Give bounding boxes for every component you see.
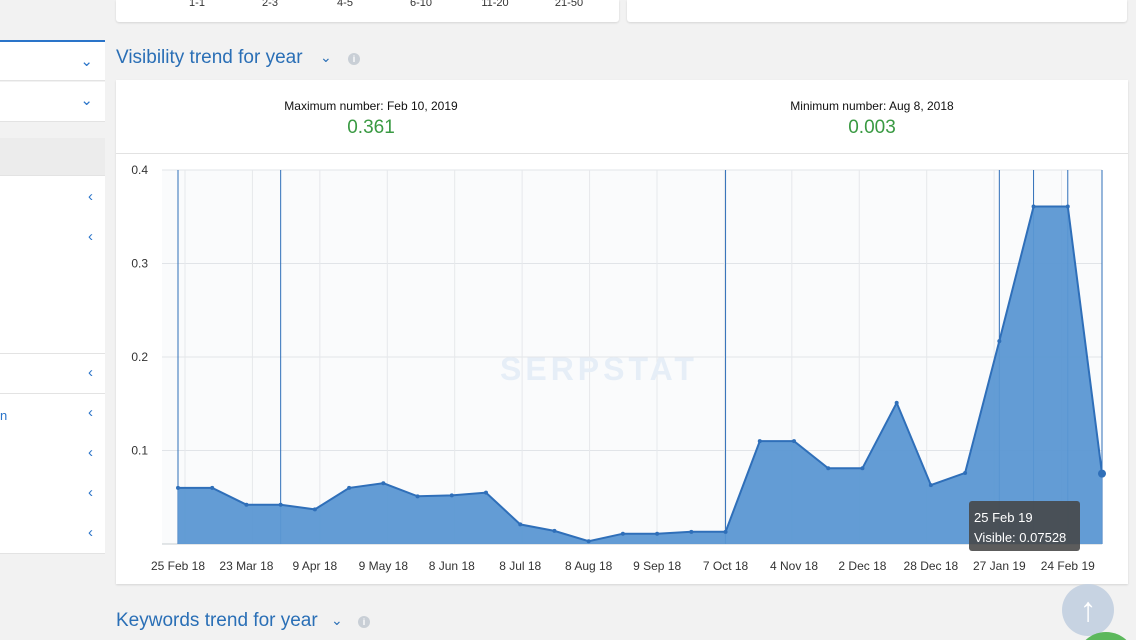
data-point: [963, 470, 968, 475]
watermark: SERPSTAT: [500, 351, 698, 387]
data-point: [312, 507, 317, 512]
sidebar-item-label[interactable]: n: [0, 408, 8, 423]
data-point: [792, 439, 796, 444]
data-point: [860, 466, 865, 471]
sidebar: ⌄ ⌄ ‹ ‹ ‹ n ‹ ‹ ‹ ‹: [0, 0, 105, 640]
tick-label: 11-20: [481, 0, 509, 9]
x-tick-label: 24 Feb 19: [1041, 559, 1095, 573]
data-point: [381, 481, 386, 486]
keywords-section-title[interactable]: Keywords trend for year: [116, 610, 318, 631]
tick-label: 4-5: [337, 0, 353, 9]
data-point: [928, 483, 933, 488]
chevron-left-icon[interactable]: ‹: [88, 444, 93, 461]
chevron-down-icon[interactable]: ⌄: [331, 612, 343, 628]
chevron-left-icon[interactable]: ‹: [88, 188, 93, 205]
series-line: [178, 205, 1103, 543]
x-tick-label: 9 Apr 18: [293, 559, 338, 573]
data-point: [278, 502, 283, 507]
tick-label: 1-1: [189, 0, 205, 9]
chevron-left-icon[interactable]: ‹: [88, 228, 93, 245]
card-divider: [116, 153, 1128, 154]
visibility-section-title[interactable]: Visibility trend for year: [116, 47, 303, 68]
chevron-left-icon[interactable]: ‹: [88, 524, 93, 541]
data-point: [757, 439, 762, 444]
distribution-axis: 1-1 2-3 4-5 6-10 11-20 21-50: [117, 0, 619, 12]
data-point: [415, 494, 420, 499]
info-icon[interactable]: i: [358, 616, 370, 628]
data-point: [997, 339, 1002, 344]
sidebar-item[interactable]: ⌄: [0, 40, 105, 81]
tooltip-value: Visible: 0.07528: [974, 530, 1067, 545]
y-tick-label: 0.4: [131, 163, 148, 177]
x-tick-label: 28 Dec 18: [904, 559, 959, 573]
x-tick-label: 8 Jun 18: [429, 559, 475, 573]
x-tick-label: 25 Feb 18: [151, 559, 205, 573]
x-tick-label: 4 Nov 18: [770, 559, 818, 573]
min-value: 0.003: [848, 117, 896, 138]
chevron-down-icon: ⌄: [80, 53, 93, 70]
min-stat: Minimum number: Aug 8, 2018 0.003: [722, 99, 1022, 139]
data-point: [210, 485, 215, 490]
y-tick-label: 0.1: [131, 444, 148, 458]
x-tick-label: 9 Sep 18: [633, 559, 681, 573]
data-point: [552, 528, 557, 533]
max-value: 0.361: [347, 117, 395, 138]
min-label: Minimum number: Aug 8, 2018: [790, 99, 954, 113]
tooltip-date: 25 Feb 19: [974, 510, 1033, 525]
x-tick-label: 2 Dec 18: [838, 559, 886, 573]
data-point: [244, 502, 249, 507]
chevron-down-icon: ⌄: [80, 92, 93, 109]
data-point: [723, 529, 728, 534]
data-point: [655, 531, 660, 536]
data-point: [1098, 469, 1106, 478]
chat-button[interactable]: [1076, 632, 1136, 640]
y-tick-label: 0.2: [131, 350, 148, 364]
data-point: [1031, 204, 1036, 209]
data-point: [176, 485, 180, 490]
data-point: [826, 466, 831, 471]
y-axis: 0.4 0.3 0.2 0.1: [131, 163, 148, 458]
max-stat: Maximum number: Feb 10, 2019 0.361: [221, 99, 521, 139]
data-point: [1065, 204, 1070, 209]
distribution-card: [116, 0, 619, 22]
y-tick-label: 0.3: [131, 257, 148, 271]
chevron-left-icon: ‹: [88, 364, 93, 381]
data-point: [689, 529, 694, 534]
x-tick-label: 8 Jul 18: [499, 559, 541, 573]
chart-tooltip: 25 Feb 19 Visible: 0.07528: [969, 501, 1080, 551]
data-point: [620, 531, 625, 536]
visibility-chart[interactable]: SERPSTAT 0.4 0.3 0.2 0.1 25 Feb 18 23 Mar 18…: [116, 154, 1128, 582]
data-point: [449, 493, 454, 498]
x-tick-label: 8 Aug 18: [565, 559, 613, 573]
tick-label: 21-50: [554, 0, 584, 9]
side-card: [627, 0, 1127, 22]
sidebar-item-active[interactable]: [0, 138, 105, 176]
chevron-down-icon[interactable]: ⌄: [320, 49, 332, 65]
sidebar-group: ‹ ‹: [0, 176, 105, 354]
chart-points: [176, 204, 1106, 544]
x-tick-label: 9 May 18: [359, 559, 409, 573]
data-point: [894, 400, 899, 405]
tick-label: 2-3: [262, 0, 278, 9]
chart-area: [178, 205, 1103, 544]
max-label: Maximum number: Feb 10, 2019: [284, 99, 458, 113]
info-icon[interactable]: i: [348, 53, 360, 65]
sidebar-item[interactable]: ⌄: [0, 82, 105, 122]
chevron-left-icon[interactable]: ‹: [88, 484, 93, 501]
x-tick-label: 23 Mar 18: [219, 559, 273, 573]
chevron-left-icon[interactable]: ‹: [88, 404, 93, 421]
data-point: [484, 490, 488, 495]
x-tick-label: 27 Jan 19: [973, 559, 1026, 573]
arrow-up-icon: ↑: [1079, 591, 1097, 629]
sidebar-group: n ‹ ‹ ‹ ‹: [0, 394, 105, 554]
sidebar-item[interactable]: ‹: [0, 354, 105, 394]
scroll-top-button[interactable]: ↑: [1062, 584, 1114, 636]
data-point: [518, 522, 523, 527]
series-area: [178, 206, 1102, 544]
x-tick-label: 7 Oct 18: [703, 559, 749, 573]
data-point: [586, 539, 591, 544]
tick-label: 6-10: [409, 0, 433, 9]
x-axis: 25 Feb 18 23 Mar 18 9 Apr 18 9 May 18 8 Jun …: [151, 559, 1095, 573]
data-point: [347, 485, 352, 490]
